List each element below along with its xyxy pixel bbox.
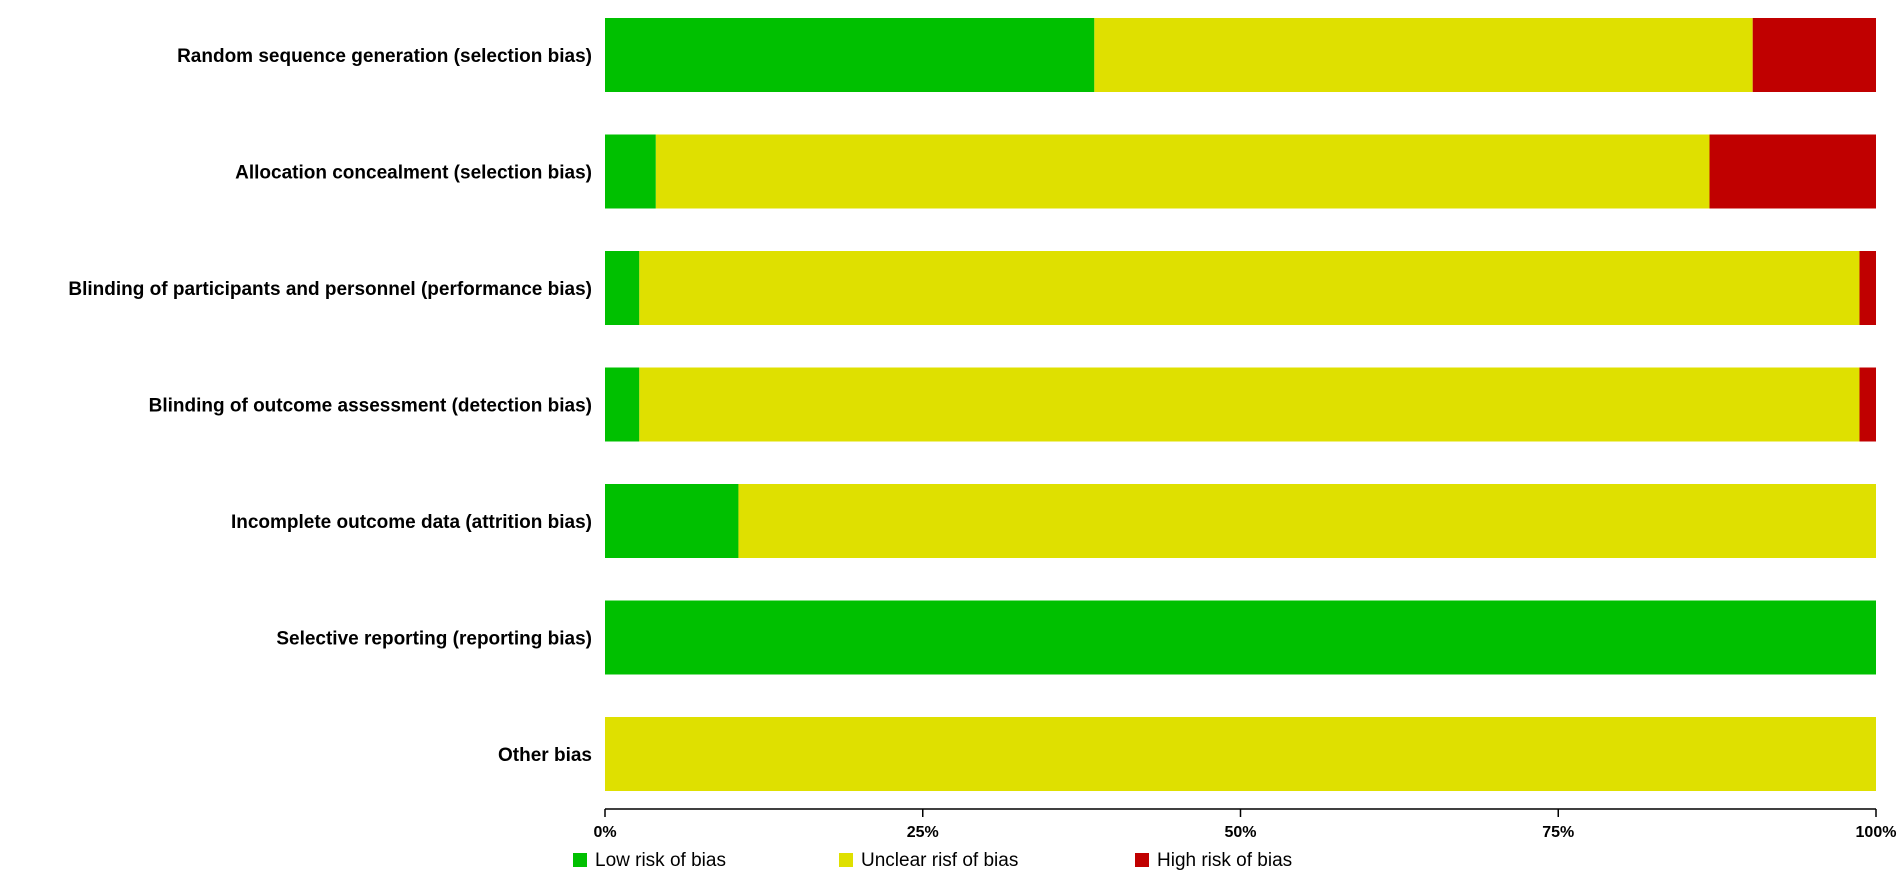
x-tick-label: 50% xyxy=(1224,824,1256,841)
category-label: Other bias xyxy=(498,745,592,766)
x-tick-label: 75% xyxy=(1542,824,1574,841)
bar-segment-low-risk-of-bias-row-2 xyxy=(605,134,656,209)
category-label: Allocation concealment (selection bias) xyxy=(235,163,592,184)
legend-label-high-risk-of-bias: High risk of bias xyxy=(1157,850,1292,871)
category-label: Selective reporting (reporting bias) xyxy=(276,629,592,650)
bar-segment-unclear-risf-of-bias-row-7 xyxy=(605,717,1876,791)
x-tick-label: 0% xyxy=(593,824,616,841)
bar-segment-high-risk-of-bias-row-3 xyxy=(1859,251,1876,325)
category-label: Incomplete outcome data (attrition bias) xyxy=(231,512,592,533)
bars-group xyxy=(605,18,1877,791)
bar-segment-low-risk-of-bias-row-3 xyxy=(605,251,640,325)
legend-swatch-low-risk-of-bias xyxy=(573,853,587,867)
bar-segment-unclear-risf-of-bias-row-4 xyxy=(639,367,1860,442)
bar-segment-high-risk-of-bias-row-4 xyxy=(1859,367,1876,442)
legend-label-low-risk-of-bias: Low risk of bias xyxy=(595,850,726,871)
x-axis: 0% 25% 50% 75% 100% xyxy=(593,808,1897,841)
legend-label-unclear-risf-of-bias: Unclear risf of bias xyxy=(861,850,1018,871)
bar-segment-high-risk-of-bias-row-1 xyxy=(1752,18,1876,92)
bar-segment-low-risk-of-bias-row-4 xyxy=(605,367,640,442)
x-tick-label: 100% xyxy=(1856,824,1897,841)
category-label: Blinding of outcome assessment (detectio… xyxy=(149,396,592,417)
category-labels: Random sequence generation (selection bi… xyxy=(68,46,592,766)
category-label: Random sequence generation (selection bi… xyxy=(177,46,592,67)
bar-segment-high-risk-of-bias-row-2 xyxy=(1709,134,1876,209)
bar-segment-unclear-risf-of-bias-row-2 xyxy=(655,134,1710,209)
bar-segment-unclear-risf-of-bias-row-3 xyxy=(639,251,1860,325)
bar-segment-unclear-risf-of-bias-row-1 xyxy=(1094,18,1753,92)
legend-swatch-unclear-risf-of-bias xyxy=(839,853,853,867)
bar-segment-unclear-risf-of-bias-row-5 xyxy=(738,484,1877,558)
x-tick-label: 25% xyxy=(907,824,939,841)
category-label: Blinding of participants and personnel (… xyxy=(68,279,592,300)
bar-segment-low-risk-of-bias-row-1 xyxy=(605,18,1095,92)
bar-segment-low-risk-of-bias-row-6 xyxy=(605,600,1876,675)
bar-segment-low-risk-of-bias-row-5 xyxy=(605,484,739,558)
legend-swatch-high-risk-of-bias xyxy=(1135,853,1149,867)
legend: Low risk of bias Unclear risf of bias High… xyxy=(573,850,1292,871)
